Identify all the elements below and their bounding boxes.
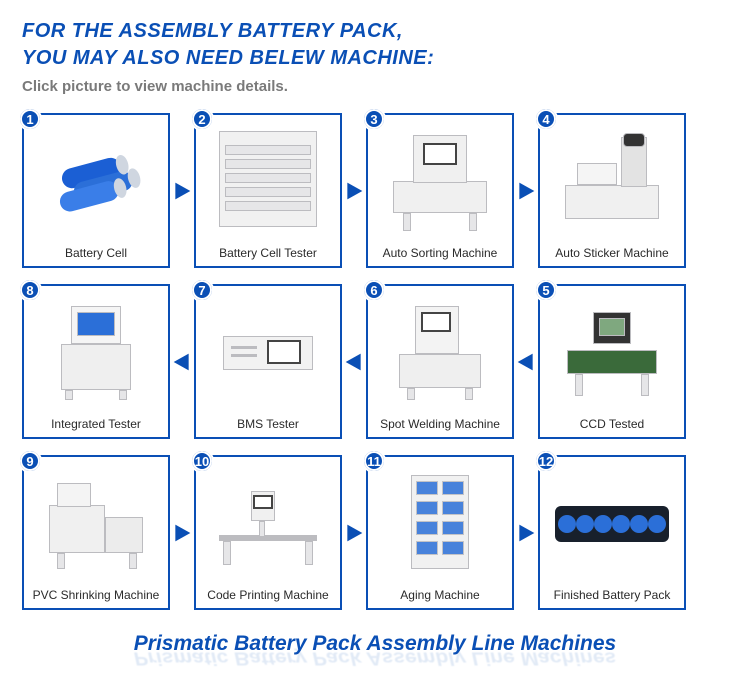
- badge-number: 4: [534, 107, 558, 131]
- badge-number: 8: [18, 278, 42, 302]
- card-label: Auto Sorting Machine: [368, 243, 512, 266]
- thumb-battery-cell: [24, 115, 168, 243]
- thumb-ccd-tested: [540, 286, 684, 414]
- card-integrated-tester[interactable]: 8 Integrated Tester: [22, 284, 170, 439]
- arrow-right-icon: [342, 455, 366, 610]
- badge-number: 11: [362, 449, 386, 473]
- arrow-right-icon: [170, 113, 194, 268]
- card-label: Integrated Tester: [24, 414, 168, 437]
- card-label: Battery Cell Tester: [196, 243, 340, 266]
- arrow-right-icon: [170, 455, 194, 610]
- thumb-cell-tester: [196, 115, 340, 243]
- thumb-bms-tester: [196, 286, 340, 414]
- card-label: CCD Tested: [540, 414, 684, 437]
- badge-number: 1: [18, 107, 42, 131]
- card-pvc-shrinking[interactable]: 9 PVC Shrinking Machine: [22, 455, 170, 610]
- thumb-finished-pack: [540, 457, 684, 585]
- thumb-aging-machine: [368, 457, 512, 585]
- arrow-left-icon: [342, 284, 366, 439]
- card-battery-cell-tester[interactable]: 2 Battery Cell Tester: [194, 113, 342, 268]
- subheadline: Click picture to view machine details.: [22, 78, 728, 95]
- card-label: Spot Welding Machine: [368, 414, 512, 437]
- card-label: Aging Machine: [368, 585, 512, 608]
- card-auto-sorting[interactable]: 3 Auto Sorting Machine: [366, 113, 514, 268]
- footer-title: Prismatic Battery Pack Assembly Line Mac…: [22, 632, 728, 656]
- card-label: BMS Tester: [196, 414, 340, 437]
- thumb-code-printing: [196, 457, 340, 585]
- card-spot-welding[interactable]: 6 Spot Welding Machine: [366, 284, 514, 439]
- card-aging-machine[interactable]: 11 Aging Machine: [366, 455, 514, 610]
- badge-number: 10: [190, 449, 214, 473]
- card-ccd-tested[interactable]: 5 CCD Tested: [538, 284, 686, 439]
- arrow-right-icon: [342, 113, 366, 268]
- arrow-right-icon: [514, 113, 538, 268]
- card-label: PVC Shrinking Machine: [24, 585, 168, 608]
- machines-grid: 1 Battery Cell 2: [22, 113, 728, 610]
- badge-number: 3: [362, 107, 386, 131]
- badge-number: 9: [18, 449, 42, 473]
- badge-number: 2: [190, 107, 214, 131]
- card-label: Battery Cell: [24, 243, 168, 266]
- card-label: Code Printing Machine: [196, 585, 340, 608]
- card-bms-tester[interactable]: 7 BMS Tester: [194, 284, 342, 439]
- arrow-right-icon: [514, 455, 538, 610]
- thumb-pvc-shrinking: [24, 457, 168, 585]
- badge-number: 7: [190, 278, 214, 302]
- thumb-spot-welding: [368, 286, 512, 414]
- badge-number: 6: [362, 278, 386, 302]
- headline-line-2: YOU MAY ALSO NEED BELEW MACHINE:: [22, 45, 728, 72]
- headline-line-1: FOR THE ASSEMBLY BATTERY PACK,: [22, 18, 728, 45]
- badge-number: 12: [534, 449, 558, 473]
- arrow-left-icon: [170, 284, 194, 439]
- card-finished-pack[interactable]: 12 Finished Battery Pack: [538, 455, 686, 610]
- card-battery-cell[interactable]: 1 Battery Cell: [22, 113, 170, 268]
- badge-number: 5: [534, 278, 558, 302]
- thumb-integrated-tester: [24, 286, 168, 414]
- card-auto-sticker[interactable]: 4 Auto Sticker Machine: [538, 113, 686, 268]
- thumb-auto-sorting: [368, 115, 512, 243]
- card-code-printing[interactable]: 10 Code Printing Machine: [194, 455, 342, 610]
- thumb-auto-sticker: [540, 115, 684, 243]
- card-label: Auto Sticker Machine: [540, 243, 684, 266]
- arrow-left-icon: [514, 284, 538, 439]
- card-label: Finished Battery Pack: [540, 585, 684, 608]
